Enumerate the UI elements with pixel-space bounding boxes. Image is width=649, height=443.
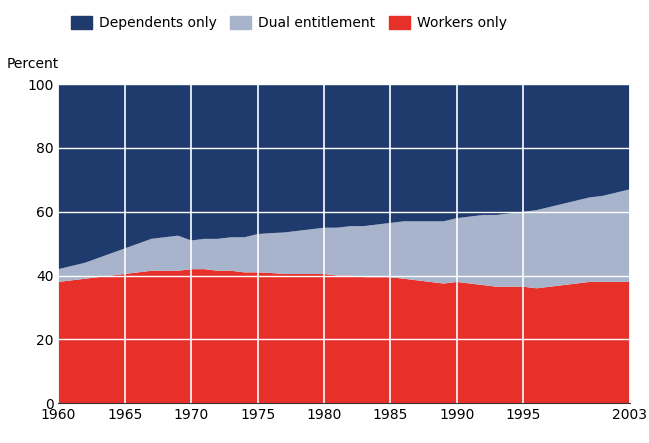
Text: Percent: Percent [7,58,59,71]
Legend: Dependents only, Dual entitlement, Workers only: Dependents only, Dual entitlement, Worke… [66,11,513,36]
